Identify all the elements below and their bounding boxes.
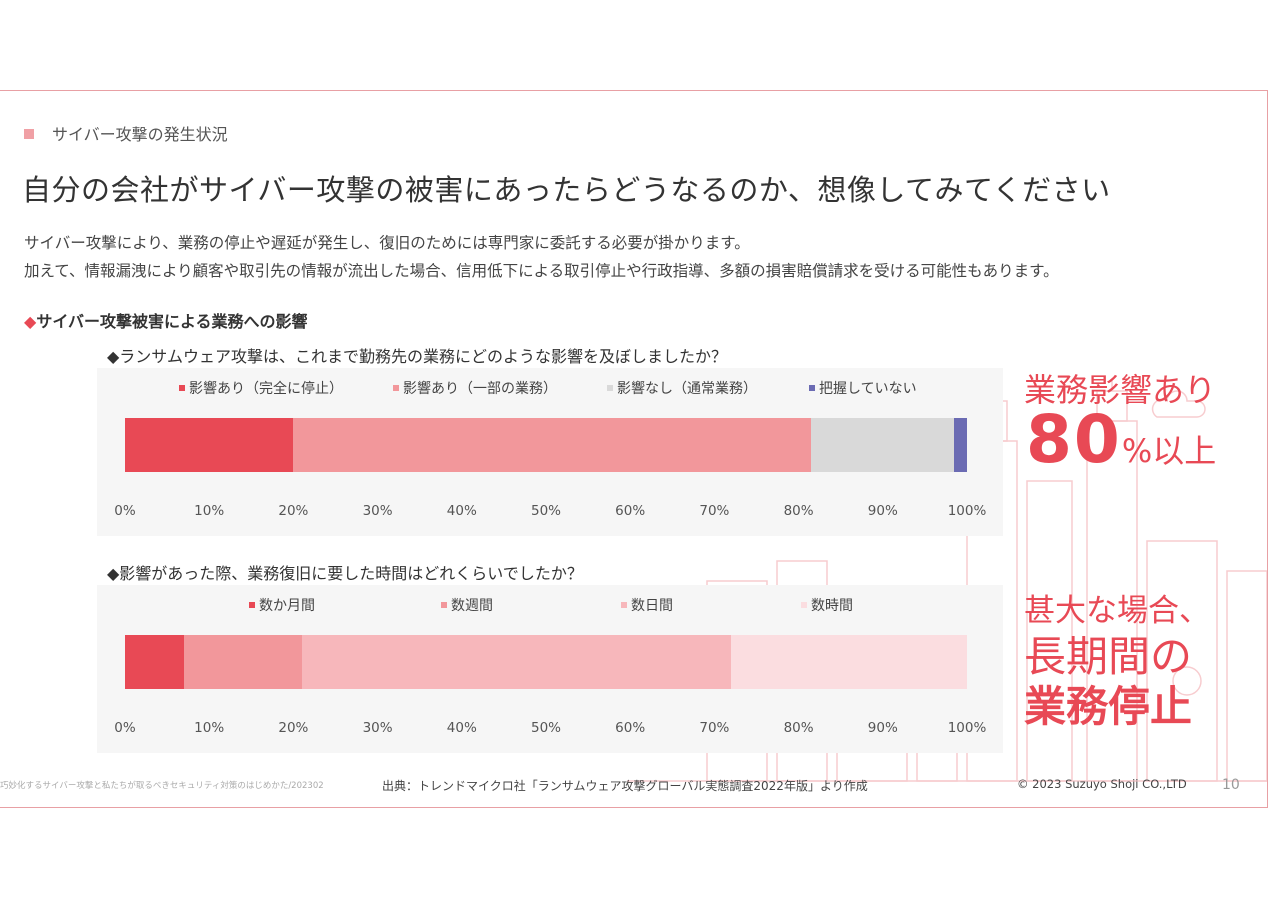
footer-source: 出典：トレンドマイクロ社「ランサムウェア攻撃グローバル実態調査2022年版」より… (382, 777, 868, 794)
x-tick-label: 30% (363, 503, 393, 519)
chart-2-legend: 数か月間 数週間 数日間 数時間 (97, 595, 1003, 615)
lead-line-2: 加えて、情報漏洩により顧客や取引先の情報が流出した場合、信用低下による取引停止や… (24, 257, 1059, 285)
legend-label: 影響あり（完全に停止） (189, 381, 343, 397)
bar-segment (184, 635, 302, 689)
x-tick-label: 20% (278, 503, 308, 519)
legend-label: 数週間 (451, 598, 493, 614)
legend-swatch (441, 602, 447, 608)
legend-swatch (179, 385, 185, 391)
bar-segment (954, 418, 967, 472)
bar-segment (293, 418, 811, 472)
chart-1: 影響あり（完全に停止） 影響あり（一部の業務） 影響なし（通常業務） 把握していない … (97, 368, 1003, 536)
legend-swatch (801, 602, 807, 608)
x-tick-label: 80% (784, 503, 814, 519)
chart-1-question: ◆ランサムウェア攻撃は、これまで勤務先の業務にどのような影響を及ぼしましたか？ (107, 343, 727, 367)
x-tick-label: 20% (278, 720, 308, 736)
legend-label: 影響なし（通常業務） (617, 381, 757, 397)
legend-label: 数日間 (631, 598, 673, 614)
x-tick-label: 30% (363, 720, 393, 736)
diamond-bullet-icon: ◆ (24, 312, 36, 331)
x-tick-label: 50% (531, 720, 561, 736)
legend-item: 数週間 (441, 595, 493, 615)
x-tick-label: 100% (948, 503, 987, 519)
footer-copyright: © 2023 Suzuyo Shoji CO.,LTD (1017, 777, 1187, 791)
x-tick-label: 90% (868, 503, 898, 519)
x-tick-label: 10% (194, 720, 224, 736)
legend-item: 把握していない (809, 378, 917, 398)
footer-doc-title: 巧妙化するサイバー攻撃と私たちが取るべきセキュリティ対策のはじめかた/20230… (0, 779, 324, 791)
callout-number: 80 (1026, 401, 1122, 478)
x-tick-label: 40% (447, 503, 477, 519)
section-label: サイバー攻撃の発生状況 (24, 121, 228, 145)
bar-segment (302, 635, 731, 689)
x-tick-label: 70% (699, 503, 729, 519)
legend-item: 数か月間 (249, 595, 315, 615)
lead-text: サイバー攻撃により、業務の停止や遅延が発生し、復旧のためには専門家に委託する必要… (24, 229, 1059, 285)
x-tick-label: 60% (615, 720, 645, 736)
slide: サイバー攻撃の発生状況 自分の会社がサイバー攻撃の被害にあったらどうなるのか、想… (0, 90, 1268, 808)
chart-2-x-axis: 0% 10% 20% 30% 40% 50% 60% 70% 80% 90% 100% (125, 720, 967, 738)
legend-item: 影響あり（完全に停止） (179, 378, 343, 398)
page-number: 10 (1222, 777, 1240, 793)
callout-unit: %以上 (1122, 432, 1216, 470)
x-tick-label: 10% (194, 503, 224, 519)
legend-swatch (621, 602, 627, 608)
callout-impact-value: 80%以上 (1026, 401, 1216, 478)
square-bullet-icon (24, 129, 34, 139)
bar-segment (811, 418, 954, 472)
page-title: 自分の会社がサイバー攻撃の被害にあったらどうなるのか、想像してみてください (22, 167, 1111, 209)
legend-label: 数か月間 (259, 598, 315, 614)
chart-1-x-axis: 0% 10% 20% 30% 40% 50% 60% 70% 80% 90% 100% (125, 503, 967, 521)
chart-1-legend: 影響あり（完全に停止） 影響あり（一部の業務） 影響なし（通常業務） 把握していない (97, 378, 1003, 398)
x-tick-label: 40% (447, 720, 477, 736)
chart-1-bar (125, 418, 967, 472)
legend-label: 影響あり（一部の業務） (403, 381, 557, 397)
x-tick-label: 70% (699, 720, 729, 736)
x-tick-label: 50% (531, 503, 561, 519)
legend-item: 影響あり（一部の業務） (393, 378, 557, 398)
lead-line-1: サイバー攻撃により、業務の停止や遅延が発生し、復旧のためには専門家に委託する必要… (24, 229, 1059, 257)
x-tick-label: 80% (784, 720, 814, 736)
x-tick-label: 60% (615, 503, 645, 519)
bar-segment (731, 635, 967, 689)
x-tick-label: 0% (114, 720, 135, 736)
section-label-text: サイバー攻撃の発生状況 (52, 125, 228, 144)
subheading-text: サイバー攻撃被害による業務への影響 (36, 312, 307, 331)
legend-swatch (809, 385, 815, 391)
legend-item: 数時間 (801, 595, 853, 615)
legend-label: 把握していない (819, 381, 917, 397)
legend-label: 数時間 (811, 598, 853, 614)
legend-swatch (607, 385, 613, 391)
x-tick-label: 90% (868, 720, 898, 736)
x-tick-label: 100% (948, 720, 987, 736)
bar-segment (125, 635, 184, 689)
subheading: ◆サイバー攻撃被害による業務への影響 (24, 308, 308, 332)
callout-severe-line3: 業務停止 (1024, 673, 1192, 734)
chart-2-bar (125, 635, 967, 689)
legend-item: 影響なし（通常業務） (607, 378, 757, 398)
x-tick-label: 0% (114, 503, 135, 519)
bar-segment (125, 418, 293, 472)
legend-item: 数日間 (621, 595, 673, 615)
chart-2: 数か月間 数週間 数日間 数時間 0% 10% 20% 30% 40% 50% 60% 70% 80%… (97, 585, 1003, 753)
legend-swatch (393, 385, 399, 391)
legend-swatch (249, 602, 255, 608)
chart-2-question: ◆影響があった際、業務復旧に要した時間はどれくらいでしたか？ (107, 560, 583, 584)
